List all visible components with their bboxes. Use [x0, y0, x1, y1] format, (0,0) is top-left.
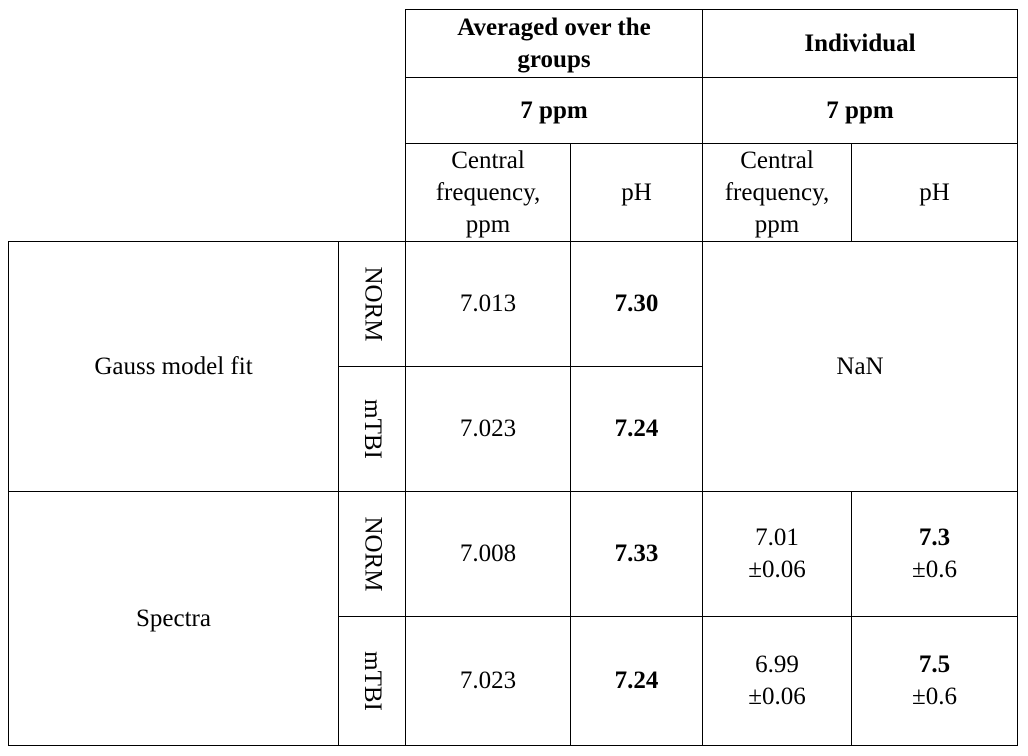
header-averaged-frequency: 7 ppm	[520, 96, 588, 124]
value: 7.01	[755, 524, 799, 551]
spectra-mtbi-central-frequency: 7.023	[459, 667, 517, 694]
header-individual: Individual	[804, 29, 916, 57]
subgroup-norm-spectra: NORM	[339, 492, 405, 616]
column-ph-individual: pH	[919, 178, 950, 206]
grid-line	[8, 491, 1017, 492]
grid-line	[702, 9, 703, 746]
header-individual-frequency: 7 ppm	[826, 96, 894, 124]
value: 7.5	[918, 651, 951, 678]
grid-line	[405, 9, 406, 746]
subgroup-label: mTBI	[359, 399, 386, 459]
row-label-spectra: Spectra	[136, 604, 211, 632]
spectra-norm-central-frequency: 7.008	[459, 540, 517, 567]
grid-line	[405, 9, 1017, 10]
uncertainty: ±0.6	[912, 683, 957, 710]
grid-line	[570, 143, 571, 746]
gauss-mtbi-ph: 7.24	[614, 415, 659, 442]
gauss-norm-central-frequency: 7.013	[459, 290, 517, 317]
grid-line	[851, 491, 852, 746]
subgroup-label: NORM	[359, 266, 387, 342]
grid-line	[8, 241, 1017, 242]
column-central-frequency-individual: Central frequency, ppm	[724, 146, 830, 238]
value: 6.99	[755, 651, 799, 678]
spectra-norm-individual-frequency: 7.01 ±0.06	[703, 492, 851, 616]
column-ph-averaged: pH	[621, 178, 652, 206]
subgroup-mtbi-spectra: mTBI	[339, 617, 405, 745]
uncertainty: ±0.06	[748, 556, 806, 583]
grid-line	[8, 745, 1017, 746]
spectra-norm-individual-ph: 7.3 ±0.6	[852, 492, 1017, 616]
grid-line	[851, 143, 852, 242]
spectra-mtbi-ph: 7.24	[614, 667, 659, 694]
header-averaged-over-groups: Averaged over the groups	[457, 13, 651, 73]
spectra-mtbi-individual-ph: 7.5 ±0.6	[852, 617, 1017, 745]
subgroup-label: NORM	[359, 516, 387, 592]
grid-line	[405, 143, 1017, 144]
grid-line	[8, 241, 9, 746]
grid-line	[405, 77, 1017, 78]
spectra-mtbi-individual-frequency: 6.99 ±0.06	[703, 617, 851, 745]
grid-line	[338, 241, 339, 746]
uncertainty: ±0.06	[748, 683, 806, 710]
grid-line	[338, 616, 1017, 617]
gauss-individual-nan: NaN	[836, 352, 884, 380]
gauss-norm-ph: 7.30	[614, 290, 659, 317]
subgroup-mtbi-gauss: mTBI	[339, 367, 405, 491]
subgroup-norm-gauss: NORM	[339, 242, 405, 366]
spectra-norm-ph: 7.33	[614, 540, 659, 567]
subgroup-label: mTBI	[359, 651, 386, 711]
gauss-mtbi-central-frequency: 7.023	[459, 415, 517, 442]
row-label-gauss-model-fit: Gauss model fit	[94, 352, 253, 380]
uncertainty: ±0.6	[912, 556, 957, 583]
grid-line	[338, 366, 702, 367]
value: 7.3	[918, 524, 951, 551]
grid-line	[1017, 9, 1018, 746]
column-central-frequency-averaged: Central frequency, ppm	[435, 146, 541, 238]
